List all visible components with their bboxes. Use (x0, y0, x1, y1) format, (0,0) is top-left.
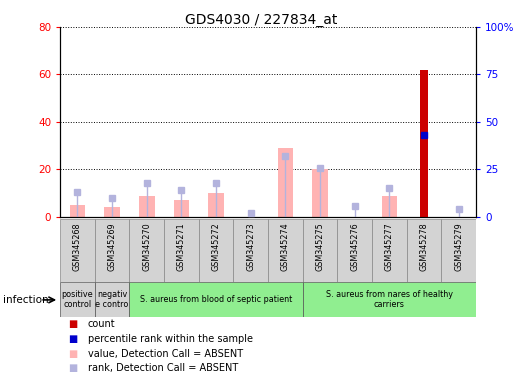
Bar (129, 219, 164, 282)
Bar (381, 195, 397, 217)
Bar (337, 219, 372, 282)
Text: count: count (88, 319, 116, 329)
Bar (407, 219, 441, 282)
Bar (233, 219, 268, 282)
Bar (268, 219, 303, 282)
Text: GSM345279: GSM345279 (454, 222, 463, 271)
Bar (174, 200, 189, 217)
Bar (372, 219, 407, 282)
Text: ■: ■ (68, 334, 77, 344)
Text: GSM345268: GSM345268 (73, 222, 82, 271)
Text: S. aureus from nares of healthy
carriers: S. aureus from nares of healthy carriers (326, 290, 453, 309)
Bar (139, 195, 155, 217)
Bar (129, 282, 303, 317)
Text: ■: ■ (68, 319, 77, 329)
Text: GSM345274: GSM345274 (281, 222, 290, 271)
Text: GSM345276: GSM345276 (350, 222, 359, 271)
Text: GSM345277: GSM345277 (385, 222, 394, 271)
Text: ■: ■ (68, 349, 77, 359)
Bar (199, 219, 233, 282)
Text: GSM345270: GSM345270 (142, 222, 151, 271)
Bar (95, 219, 129, 282)
Bar (303, 282, 476, 317)
Text: GSM345278: GSM345278 (419, 222, 428, 271)
Text: GSM345275: GSM345275 (315, 222, 324, 271)
Text: rank, Detection Call = ABSENT: rank, Detection Call = ABSENT (88, 363, 238, 373)
Bar (441, 219, 476, 282)
Bar (312, 169, 328, 217)
Text: infection: infection (3, 295, 48, 305)
Text: value, Detection Call = ABSENT: value, Detection Call = ABSENT (88, 349, 243, 359)
Bar (303, 219, 337, 282)
Bar (95, 282, 129, 317)
Bar (104, 207, 120, 217)
Bar (278, 148, 293, 217)
Bar (208, 193, 224, 217)
Bar (420, 70, 428, 217)
Text: percentile rank within the sample: percentile rank within the sample (88, 334, 253, 344)
Text: positive
control: positive control (62, 290, 93, 309)
Bar (164, 219, 199, 282)
Text: GSM345269: GSM345269 (108, 222, 117, 271)
Text: S. aureus from blood of septic patient: S. aureus from blood of septic patient (140, 295, 292, 304)
Text: GSM345271: GSM345271 (177, 222, 186, 271)
Text: GSM345273: GSM345273 (246, 222, 255, 271)
Bar (70, 205, 85, 217)
Text: GDS4030 / 227834_at: GDS4030 / 227834_at (185, 13, 338, 27)
Bar (60, 219, 95, 282)
Bar (60, 282, 95, 317)
Text: negativ
e contro: negativ e contro (95, 290, 129, 309)
Text: ■: ■ (68, 363, 77, 373)
Text: GSM345272: GSM345272 (212, 222, 221, 271)
